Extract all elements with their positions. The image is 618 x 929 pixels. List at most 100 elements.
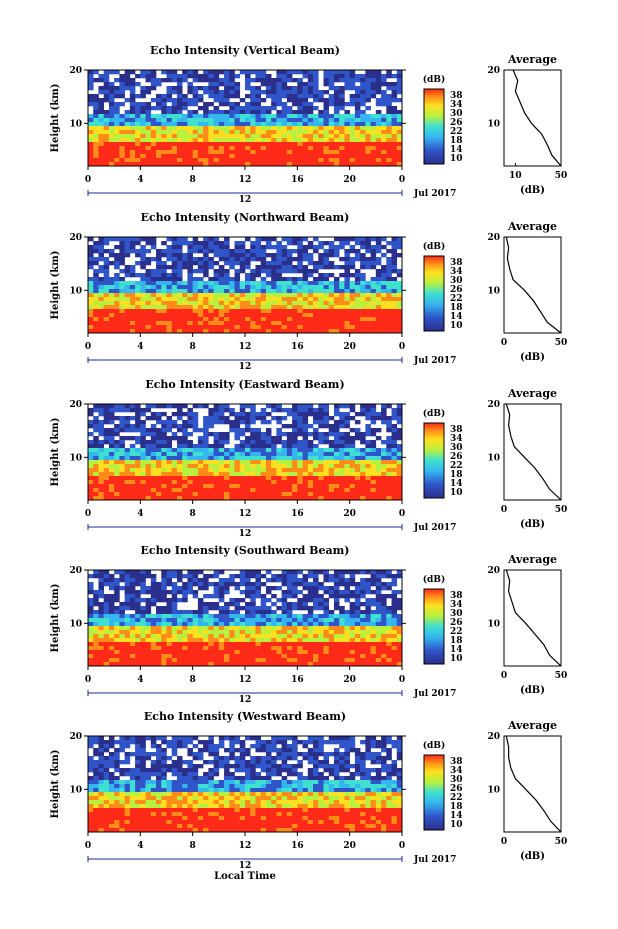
heatmap-cell	[344, 74, 350, 79]
heatmap-cell	[318, 265, 324, 270]
colorbar-tick-label: 26	[450, 285, 463, 295]
heatmap-cell	[307, 440, 314, 445]
heatmap-cell	[292, 488, 298, 493]
heatmap-cell	[297, 253, 303, 258]
heatmap-cell	[103, 646, 110, 651]
heatmap-cell	[354, 614, 361, 619]
heatmap-cell	[192, 582, 199, 587]
heatmap-cell	[145, 150, 152, 155]
heatmap-cell	[344, 444, 350, 449]
heatmap-cell	[108, 492, 115, 497]
heatmap-cell	[245, 154, 251, 159]
heatmap-cell	[375, 578, 382, 583]
heatmap-cell	[292, 436, 298, 441]
heatmap-cell	[245, 452, 251, 457]
heatmap-cell	[381, 646, 387, 651]
heatmap-cell	[381, 325, 387, 330]
heatmap-cell	[386, 82, 392, 87]
heatmap-cell	[171, 122, 178, 127]
heatmap-cell	[218, 98, 225, 103]
heatmap-cell	[103, 281, 110, 286]
heatmap-cell	[171, 321, 178, 326]
heatmap-cell	[224, 448, 230, 453]
heatmap-cell	[192, 574, 199, 579]
heatmap-cell	[129, 586, 136, 591]
heatmap-cell	[108, 90, 115, 95]
heatmap-cell	[250, 313, 256, 318]
heatmap-cell	[224, 456, 230, 461]
heatmap-cell	[119, 325, 125, 330]
heatmap-cell	[218, 606, 225, 611]
heatmap-cell	[339, 142, 345, 147]
heatmap-cell	[302, 594, 309, 599]
heatmap-cell	[103, 638, 110, 643]
heatmap-cell	[370, 301, 377, 306]
heatmap-cell	[197, 261, 204, 266]
heatmap-cell	[255, 150, 261, 155]
heatmap-cell	[93, 574, 99, 579]
heatmap-cell	[161, 281, 167, 286]
x-tick-label: 4	[137, 342, 143, 352]
heatmap-cell	[292, 602, 298, 607]
heatmap-cell	[203, 293, 209, 298]
heatmap-cell	[124, 488, 131, 493]
heatmap-cell	[375, 586, 382, 591]
heatmap-cell	[344, 277, 350, 282]
heatmap-cell	[260, 261, 267, 266]
date-tick-label: 12	[239, 195, 252, 205]
heatmap-cell	[187, 86, 193, 91]
heatmap-cell	[344, 285, 350, 290]
heatmap-cell	[302, 428, 309, 433]
heatmap-cell	[176, 142, 183, 147]
heatmap-cell	[260, 484, 267, 489]
heatmap-cell	[182, 444, 188, 449]
heatmap-cell	[119, 146, 125, 151]
heatmap-cell	[176, 440, 183, 445]
heatmap-cell	[150, 106, 157, 111]
heatmap-cell	[281, 102, 288, 107]
heatmap-cell	[265, 472, 272, 477]
heatmap-cell	[281, 146, 288, 151]
heatmap-cell	[145, 273, 152, 278]
heatmap-cell	[93, 162, 99, 167]
heatmap-cell	[297, 432, 303, 437]
heatmap-cell	[176, 492, 183, 497]
heatmap-cell	[192, 305, 199, 310]
heatmap-cell	[176, 404, 183, 409]
heatmap-cell	[108, 122, 115, 127]
heatmap-cell	[208, 452, 214, 457]
heatmap-cell	[375, 452, 382, 457]
date-label: Jul 2017	[413, 356, 456, 366]
heatmap-cell	[103, 110, 110, 115]
heatmap-cell	[307, 452, 314, 457]
heatmap-cell	[119, 158, 125, 163]
heatmap-cell	[360, 241, 366, 246]
heatmap-cell	[375, 285, 382, 290]
heatmap-cell	[161, 126, 167, 131]
heatmap-cell	[239, 570, 246, 575]
heatmap-cell	[360, 626, 366, 631]
heatmap-cell	[103, 622, 110, 627]
heatmap-cell	[381, 134, 387, 139]
heatmap-cell	[150, 626, 157, 631]
heatmap-cell	[292, 305, 298, 310]
heatmap-cell	[103, 82, 110, 87]
heatmap-cell	[281, 253, 288, 258]
heatmap-cell	[203, 257, 209, 262]
heatmap-cell	[292, 570, 298, 575]
heatmap-cell	[302, 269, 309, 274]
heatmap-cell	[93, 78, 99, 83]
heatmap-cell	[166, 253, 173, 258]
heatmap-cell	[192, 317, 199, 322]
heatmap-cell	[213, 138, 220, 143]
heatmap-cell	[176, 448, 183, 453]
heatmap-cell	[124, 301, 131, 306]
heatmap-cell	[187, 440, 193, 445]
colorbar-tick-label: 30	[450, 443, 463, 453]
heatmap-cell	[129, 488, 136, 493]
heatmap-cell	[176, 317, 183, 322]
heatmap-cell	[245, 313, 251, 318]
heatmap-cell	[381, 610, 387, 615]
heatmap-cell	[218, 293, 225, 298]
heatmap-cell	[302, 150, 309, 155]
